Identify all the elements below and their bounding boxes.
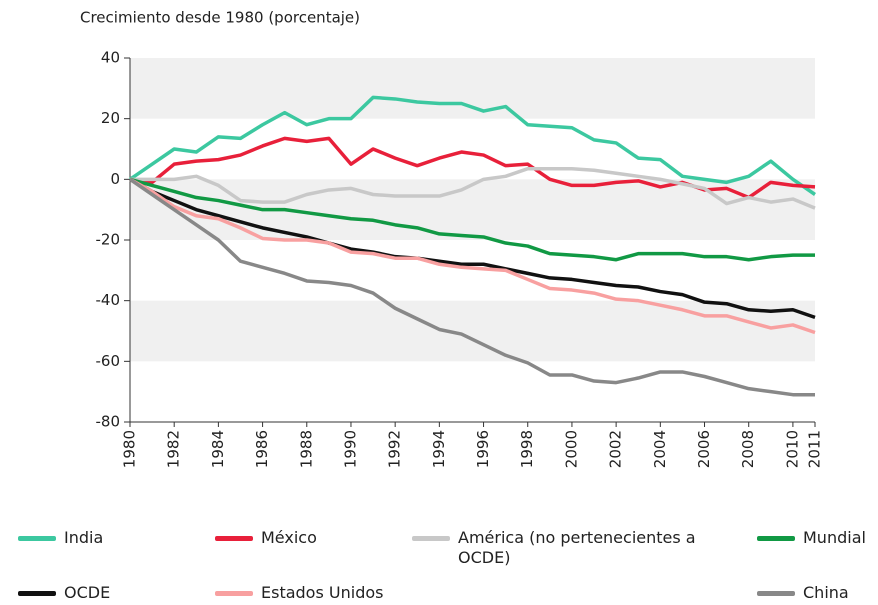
legend-swatch	[215, 536, 253, 541]
series-line	[129, 95, 816, 196]
series-line	[130, 166, 816, 210]
legend-swatch	[412, 536, 450, 541]
x-tick-label: 1996	[474, 430, 492, 468]
x-tick-label: 1998	[518, 430, 536, 468]
legend-label: OCDE	[64, 583, 111, 602]
y-tick-label: -60	[96, 352, 121, 370]
legend-label: América (no pertenecientes a OCDE)	[458, 528, 696, 567]
legend-item: OCDE	[18, 583, 314, 603]
legend-item: América (no pertenecientes a OCDE)	[412, 528, 708, 568]
x-tick-label: 2000	[562, 430, 580, 468]
legend-label: México	[261, 528, 317, 547]
x-tick-label: 1990	[341, 430, 359, 468]
legend-swatch	[18, 591, 56, 596]
grid-band	[130, 300, 815, 362]
x-tick-label: 1992	[386, 430, 404, 468]
legend-label: Mundial	[803, 528, 866, 547]
y-tick-label: 0	[110, 170, 120, 188]
y-tick-label: 40	[101, 49, 120, 67]
chart-title: Crecimiento desde 1980 (porcentaje)	[80, 9, 360, 27]
x-tick-label: 2006	[695, 430, 713, 468]
legend-swatch	[757, 591, 795, 596]
legend-swatch	[18, 536, 56, 541]
series-line	[129, 177, 816, 335]
y-tick-label: -20	[96, 231, 121, 249]
grid-band	[130, 58, 815, 119]
legend-label: India	[64, 528, 104, 547]
y-tick-label: 20	[101, 109, 120, 127]
x-tick-label: 2002	[607, 430, 625, 468]
x-tick-label: 1988	[297, 430, 315, 468]
x-tick-label: 2010	[783, 430, 801, 468]
legend-item: China	[757, 583, 878, 603]
series-line	[129, 177, 816, 320]
x-tick-label: 1980	[121, 430, 139, 468]
x-tick-label: 1986	[253, 430, 271, 468]
legend-item: Estados Unidos	[215, 583, 511, 603]
x-tick-label: 1984	[209, 430, 227, 468]
legend-item: India	[18, 528, 314, 548]
legend-item: México	[215, 528, 511, 548]
y-tick-label: -40	[96, 291, 121, 309]
legend-label: China	[803, 583, 849, 602]
x-tick-label: 1994	[430, 430, 448, 468]
legend-swatch	[215, 591, 253, 596]
legend-item: Mundial	[757, 528, 878, 548]
legend-swatch	[757, 536, 795, 541]
y-tick-label: -80	[96, 413, 121, 431]
series-line	[129, 177, 815, 262]
x-tick-label: 1982	[165, 430, 183, 468]
series-line	[129, 177, 815, 397]
x-tick-label: 2008	[739, 430, 757, 468]
x-tick-label: 2011	[806, 430, 824, 468]
x-tick-label: 2004	[651, 430, 669, 468]
legend-label: Estados Unidos	[261, 583, 384, 602]
